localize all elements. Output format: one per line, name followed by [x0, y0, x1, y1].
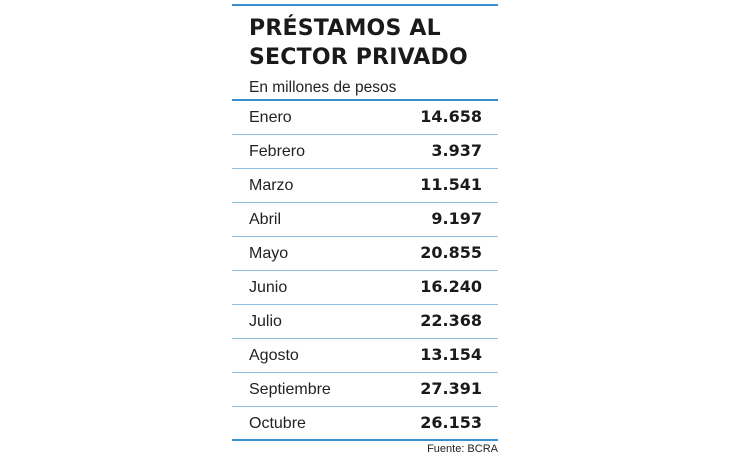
loan-value: 14.658	[420, 107, 482, 126]
month-label: Julio	[249, 313, 282, 330]
month-label: Octubre	[249, 415, 306, 432]
loan-value: 27.391	[420, 379, 482, 398]
table-row: Mayo 20.855	[232, 237, 498, 271]
loan-value: 26.153	[420, 413, 482, 432]
month-label: Mayo	[249, 245, 289, 262]
data-table: Enero 14.658 Febrero 3.937 Marzo 11.541 Abril 9…	[232, 101, 498, 441]
month-label: Septiembre	[249, 381, 331, 398]
chart-subtitle: En millones de pesos	[249, 79, 397, 96]
table-row: Septiembre 27.391	[232, 373, 498, 407]
header-rule	[232, 99, 498, 101]
loan-value: 20.855	[420, 243, 482, 262]
loans-table-card: PRÉSTAMOS AL SECTOR PRIVADO En millones …	[232, 0, 498, 460]
table-row: Febrero 3.937	[232, 135, 498, 169]
table-row: Agosto 13.154	[232, 339, 498, 373]
table-row: Octubre 26.153	[232, 407, 498, 441]
month-label: Febrero	[249, 143, 306, 160]
loan-value: 9.197	[431, 209, 482, 228]
loan-value: 11.541	[420, 175, 482, 194]
loan-value: 22.368	[420, 311, 482, 330]
loan-value: 3.937	[431, 141, 482, 160]
table-row: Junio 16.240	[232, 271, 498, 305]
month-label: Marzo	[249, 177, 294, 194]
top-rule	[232, 4, 498, 6]
table-row: Julio 22.368	[232, 305, 498, 339]
loan-value: 13.154	[420, 345, 482, 364]
table-row: Enero 14.658	[232, 101, 498, 135]
loan-value: 16.240	[420, 277, 482, 296]
table-row: Abril 9.197	[232, 203, 498, 237]
month-label: Abril	[249, 211, 282, 228]
month-label: Agosto	[249, 347, 299, 364]
chart-title: PRÉSTAMOS AL SECTOR PRIVADO	[249, 14, 494, 72]
source-note: Fuente: BCRA	[427, 443, 498, 455]
table-row: Marzo 11.541	[232, 169, 498, 203]
month-label: Junio	[249, 279, 288, 296]
month-label: Enero	[249, 109, 292, 126]
chart-title-line-1: PRÉSTAMOS AL	[249, 16, 441, 41]
chart-title-line-2: SECTOR PRIVADO	[249, 45, 468, 70]
